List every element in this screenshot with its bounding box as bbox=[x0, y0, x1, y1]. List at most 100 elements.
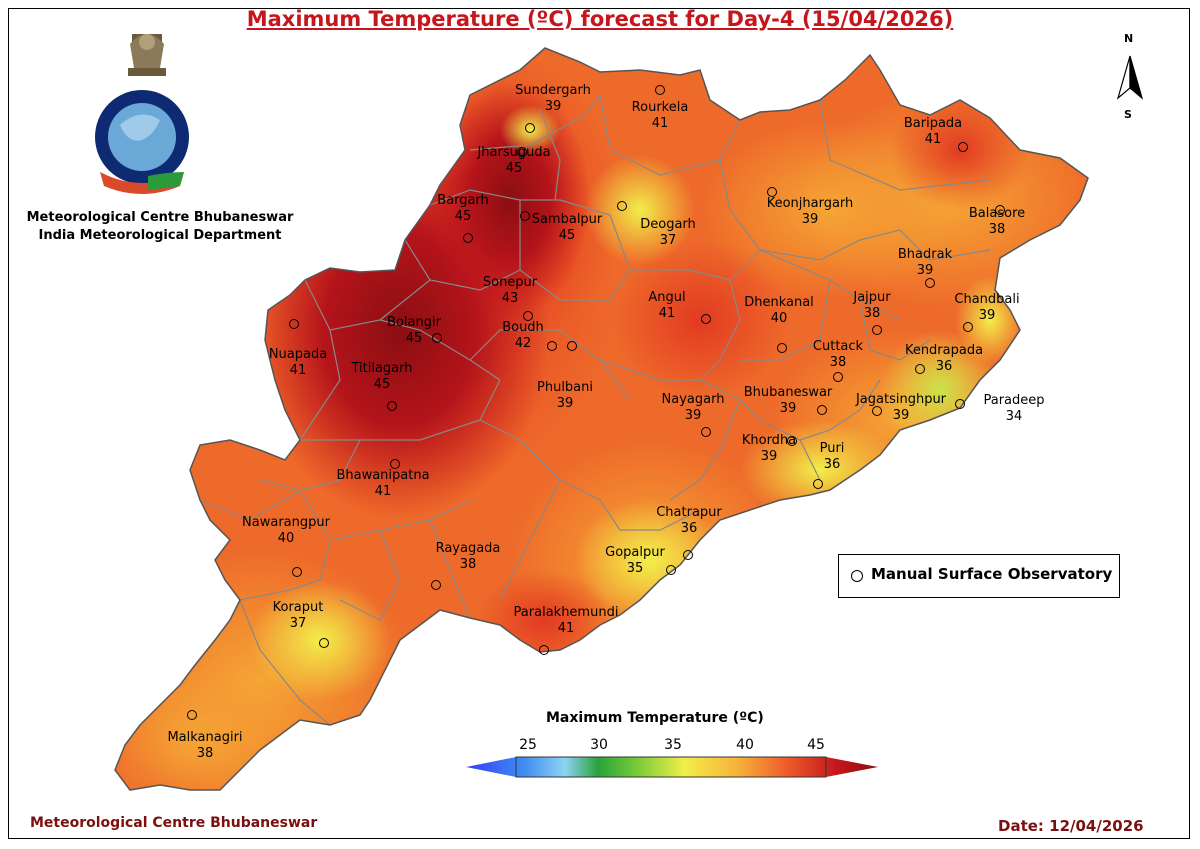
city-name: Kendrapada bbox=[904, 343, 984, 358]
city-temperature-value: 38 bbox=[829, 355, 847, 370]
city-label-angul: Angul 41 bbox=[648, 290, 685, 322]
city-temperature-value: 45 bbox=[454, 209, 472, 224]
city-name: Sundergarh bbox=[515, 83, 591, 98]
station-marker bbox=[319, 638, 329, 648]
colorbar-tick-30: 30 bbox=[590, 737, 608, 753]
city-name: Boudh bbox=[502, 320, 544, 335]
city-name: Nayagarh bbox=[661, 392, 725, 407]
city-name: Phulbani bbox=[537, 380, 593, 395]
city-label-bolangir: Bolangir 45 bbox=[387, 315, 441, 347]
city-name: Rayagada bbox=[435, 541, 501, 556]
station-marker-icon bbox=[851, 570, 863, 582]
compass-south-label: S bbox=[1124, 108, 1132, 121]
station-marker bbox=[431, 580, 441, 590]
city-temperature-value: 45 bbox=[558, 228, 576, 243]
station-marker bbox=[872, 406, 882, 416]
city-name: Puri bbox=[819, 441, 845, 456]
city-temperature-value: 45 bbox=[405, 331, 423, 346]
colorbar-title: Maximum Temperature (ºC) bbox=[546, 710, 764, 726]
city-label-gopalpur: Gopalpur 35 bbox=[605, 545, 665, 577]
city-name: Malkanagiri bbox=[167, 730, 243, 745]
city-label-koraput: Koraput 37 bbox=[273, 600, 324, 632]
organization-name: Meteorological Centre Bhubaneswar India … bbox=[20, 209, 300, 245]
city-temperature-value: 45 bbox=[373, 377, 391, 392]
city-name: Rourkela bbox=[631, 100, 689, 115]
city-label-cuttack: Cuttack 38 bbox=[813, 339, 863, 371]
station-marker bbox=[520, 211, 530, 221]
city-temperature-value: 40 bbox=[277, 531, 295, 546]
station-marker bbox=[655, 85, 665, 95]
city-label-paradeep: Paradeep 34 bbox=[983, 393, 1044, 425]
city-temperature-value: 37 bbox=[659, 233, 677, 248]
station-legend: Manual Surface Observatory bbox=[838, 554, 1120, 598]
city-temperature-value: 39 bbox=[801, 212, 819, 227]
city-temperature-value: 41 bbox=[289, 363, 307, 378]
station-marker bbox=[539, 645, 549, 655]
station-marker bbox=[617, 201, 627, 211]
city-temperature-value: 41 bbox=[651, 116, 669, 131]
station-marker bbox=[963, 322, 973, 332]
city-label-jajpur: Jajpur 38 bbox=[853, 290, 890, 322]
station-marker bbox=[390, 459, 400, 469]
city-label-chatrapur: Chatrapur 36 bbox=[656, 505, 722, 537]
station-marker bbox=[955, 399, 965, 409]
city-label-puri: Puri 36 bbox=[820, 441, 845, 473]
city-temperature-value: 39 bbox=[779, 401, 797, 416]
city-name: Chandbali bbox=[954, 292, 1020, 307]
colorbar-tick-25: 25 bbox=[519, 737, 537, 753]
city-temperature-value: 45 bbox=[505, 161, 523, 176]
station-marker bbox=[925, 278, 935, 288]
city-label-bhawanipatna: Bhawanipatna 41 bbox=[336, 468, 429, 500]
city-label-nuapada: Nuapada 41 bbox=[269, 347, 327, 379]
city-label-nayagarh: Nayagarh 39 bbox=[662, 392, 725, 424]
district-boundaries bbox=[199, 94, 991, 726]
temperature-field bbox=[115, 48, 1088, 790]
city-name: Bargarh bbox=[437, 193, 489, 208]
city-temperature-value: 38 bbox=[459, 557, 477, 572]
station-marker bbox=[567, 341, 577, 351]
city-temperature-value: 39 bbox=[544, 99, 562, 114]
city-label-nawarangpur: Nawarangpur 40 bbox=[242, 515, 330, 547]
city-label-sundergarh: Sundergarh 39 bbox=[515, 83, 591, 115]
station-marker bbox=[958, 142, 968, 152]
city-label-phulbani: Phulbani 39 bbox=[537, 380, 593, 412]
city-name: Chatrapur bbox=[656, 505, 722, 520]
city-name: Titilagarh bbox=[351, 361, 413, 376]
city-name: Khordha bbox=[741, 433, 797, 448]
city-label-jharsuguda: Jharsuguda 45 bbox=[477, 145, 550, 177]
station-marker bbox=[289, 319, 299, 329]
station-marker bbox=[517, 147, 527, 157]
station-marker bbox=[777, 343, 787, 353]
station-marker bbox=[813, 479, 823, 489]
colorbar-gradient bbox=[466, 757, 878, 777]
city-label-rayagada: Rayagada 38 bbox=[436, 541, 501, 573]
station-marker bbox=[523, 311, 533, 321]
city-label-dhenkanal: Dhenkanal 40 bbox=[744, 295, 814, 327]
city-temperature-value: 41 bbox=[557, 621, 575, 636]
station-marker bbox=[525, 123, 535, 133]
city-label-bhubaneswar: Bhubaneswar 39 bbox=[744, 385, 833, 417]
station-marker bbox=[833, 372, 843, 382]
map-title: Maximum Temperature (ºC) forecast for Da… bbox=[246, 7, 954, 31]
city-name: Dhenkanal bbox=[744, 295, 814, 310]
org-line-2: India Meteorological Department bbox=[38, 228, 282, 243]
city-label-deogarh: Deogarh 37 bbox=[640, 217, 696, 249]
colorbar-tick-40: 40 bbox=[736, 737, 754, 753]
city-label-malkanagiri: Malkanagiri 38 bbox=[167, 730, 242, 762]
city-temperature-value: 36 bbox=[935, 359, 953, 374]
org-line-1: Meteorological Centre Bhubaneswar bbox=[26, 210, 294, 225]
station-marker bbox=[872, 325, 882, 335]
city-temperature-value: 34 bbox=[1005, 409, 1023, 424]
city-name: Bolangir bbox=[387, 315, 441, 330]
city-name: Cuttack bbox=[812, 339, 864, 354]
city-name: Bhadrak bbox=[897, 247, 953, 262]
station-marker bbox=[683, 550, 693, 560]
city-name: Angul bbox=[648, 290, 686, 305]
city-label-sambalpur: Sambalpur 45 bbox=[532, 212, 603, 244]
city-name: Baripada bbox=[903, 116, 963, 131]
city-name: Jagatsinghpur bbox=[855, 392, 947, 407]
colorbar-tick-45: 45 bbox=[807, 737, 825, 753]
city-name: Jajpur bbox=[853, 290, 891, 305]
city-label-keonjhargarh: Keonjhargarh 39 bbox=[767, 196, 854, 228]
